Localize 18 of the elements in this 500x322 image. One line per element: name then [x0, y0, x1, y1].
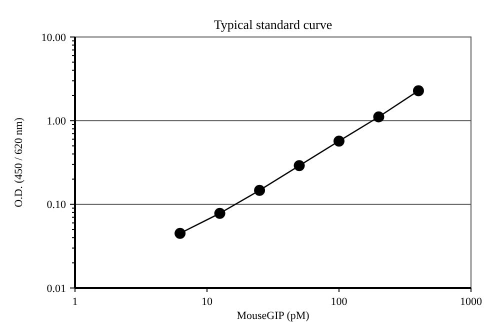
y-tick-label: 1.00 — [46, 116, 66, 128]
x-tick-label: 100 — [330, 296, 348, 308]
point — [294, 160, 305, 172]
point — [214, 208, 226, 219]
y-tick-label: 0.10 — [46, 199, 66, 212]
x-tick-label: 1 — [72, 296, 78, 308]
x-axis-title: MouseGIP (pM) — [236, 310, 310, 322]
y-tick-label: 10.00 — [41, 32, 66, 44]
point — [174, 228, 186, 239]
x-tick-label: 1000 — [460, 296, 482, 308]
y-tick-label: 0.01 — [46, 282, 66, 295]
point — [373, 111, 384, 122]
x-tick-label: 10 — [202, 296, 213, 308]
point — [254, 184, 266, 196]
point — [334, 136, 344, 147]
y-axis-title: O.D. (450 / 620 nm) — [13, 117, 25, 208]
point — [412, 85, 424, 96]
chart-title: Typical standard curve — [214, 17, 332, 32]
